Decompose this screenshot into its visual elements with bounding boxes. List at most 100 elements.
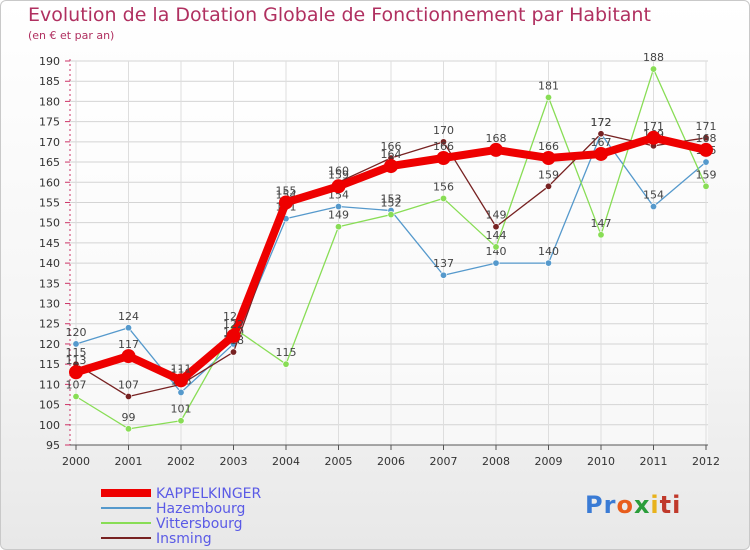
data-point — [387, 211, 395, 219]
data-point — [177, 388, 185, 396]
data-point — [384, 159, 398, 174]
data-label: 115 — [276, 346, 297, 359]
data-label: 171 — [643, 120, 664, 133]
y-tick-label: 185 — [39, 75, 60, 88]
data-label: 154 — [643, 189, 664, 202]
data-label: 155 — [276, 184, 297, 197]
y-tick-label: 105 — [39, 399, 60, 412]
data-label: 181 — [538, 79, 559, 92]
data-label: 152 — [381, 197, 402, 210]
data-point — [331, 179, 346, 194]
data-point — [492, 243, 500, 251]
y-tick-label: 180 — [39, 95, 60, 108]
legend-item-hazembourg: Hazembourg — [101, 501, 245, 517]
data-label: 99 — [122, 411, 136, 424]
data-label: 156 — [433, 180, 454, 193]
data-label: 120 — [66, 326, 87, 339]
data-label: 122 — [223, 318, 244, 331]
logo-part: ti — [659, 491, 682, 519]
data-point — [174, 373, 188, 388]
chart-title: Evolution de la Dotation Globale de Fonc… — [28, 4, 651, 26]
y-tick-label: 100 — [39, 419, 60, 432]
data-point — [125, 392, 133, 400]
data-point — [125, 425, 133, 433]
data-point — [282, 360, 290, 368]
data-point — [702, 158, 710, 166]
logo-part: x — [633, 491, 651, 519]
y-tick-label: 140 — [39, 257, 60, 270]
data-point — [544, 93, 552, 101]
data-point — [334, 203, 342, 211]
y-tick-label: 155 — [39, 196, 60, 209]
data-label: 107 — [66, 378, 87, 391]
data-point — [72, 340, 80, 348]
data-label: 140 — [486, 245, 507, 258]
data-point — [436, 151, 451, 166]
y-tick-label: 110 — [39, 378, 60, 391]
y-tick-label: 130 — [39, 298, 60, 311]
x-tick-label: 2008 — [482, 455, 510, 468]
data-label: 168 — [486, 132, 507, 145]
x-tick-label: 2007 — [430, 455, 458, 468]
x-tick-label: 2002 — [167, 455, 195, 468]
data-label: 111 — [171, 362, 192, 375]
data-point — [177, 417, 185, 425]
data-point — [594, 146, 608, 161]
chart-subtitle: (en € et par an) — [28, 29, 115, 42]
x-tick-label: 2001 — [115, 455, 143, 468]
data-label: 188 — [643, 51, 664, 64]
data-point — [702, 134, 710, 142]
data-label: 107 — [118, 378, 139, 391]
data-label: 170 — [433, 124, 454, 137]
data-label: 149 — [328, 209, 349, 222]
data-label: 149 — [486, 209, 507, 222]
y-tick-label: 120 — [39, 338, 60, 351]
series-vittersbourg: 107 99 101 124 115 149 152 156 144 181 147 188 159 — [66, 51, 717, 433]
data-label: 166 — [538, 140, 559, 153]
x-tick-label: 2009 — [535, 455, 563, 468]
data-label: 115 — [66, 346, 87, 359]
data-point — [439, 138, 447, 146]
data-label: 172 — [591, 116, 612, 129]
data-point — [492, 223, 500, 231]
x-tick-label: 2005 — [325, 455, 353, 468]
data-label: 117 — [118, 338, 139, 351]
data-point — [702, 182, 710, 190]
data-label: 124 — [118, 310, 139, 323]
data-label: 159 — [538, 168, 559, 181]
data-point — [125, 324, 133, 332]
data-point — [597, 231, 605, 239]
data-point — [121, 349, 136, 364]
data-point — [649, 203, 657, 211]
data-label: 171 — [696, 120, 717, 133]
data-label: 144 — [486, 229, 507, 242]
data-label: 137 — [433, 257, 454, 270]
y-tick-label: 145 — [39, 237, 60, 250]
legend-label: Insming — [156, 531, 212, 547]
y-tick-label: 95 — [46, 439, 60, 452]
y-tick-label: 175 — [39, 116, 60, 129]
legend-item-kappelkinger: KAPPELKINGER — [101, 486, 262, 502]
y-tick-label: 170 — [39, 136, 60, 149]
x-tick-label: 2003 — [220, 455, 248, 468]
x-tick-label: 2010 — [587, 455, 615, 468]
proxiti-logo: Proxiti — [585, 491, 681, 519]
legend-label: Hazembourg — [156, 501, 245, 517]
y-tick-label: 165 — [39, 156, 60, 169]
x-tick-label: 2000 — [62, 455, 90, 468]
x-tick-label: 2006 — [377, 455, 405, 468]
legend-label: Vittersbourg — [156, 516, 243, 532]
y-tick-label: 115 — [39, 358, 60, 371]
logo-part: Pr — [585, 491, 617, 519]
data-point — [649, 65, 657, 73]
data-point — [541, 151, 556, 166]
x-tick-label: 2011 — [640, 455, 668, 468]
legend-item-vittersbourg: Vittersbourg — [101, 516, 243, 532]
data-label: 167 — [591, 136, 612, 149]
data-point — [597, 130, 605, 138]
data-point — [226, 328, 241, 343]
data-label: 113 — [66, 354, 87, 367]
y-tick-label: 160 — [39, 176, 60, 189]
